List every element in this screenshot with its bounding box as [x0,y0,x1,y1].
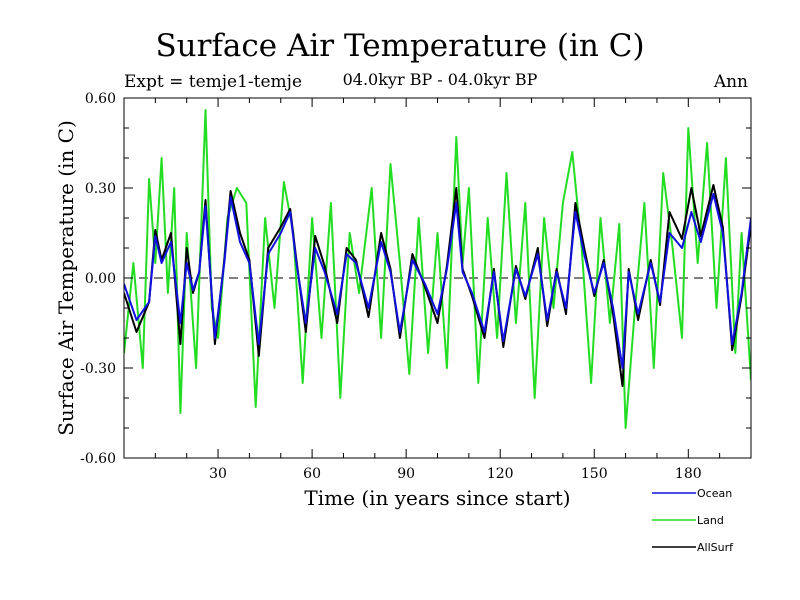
y-tick-label: -0.30 [80,361,116,377]
experiment-label: Expt = temje1-temje [124,72,303,92]
series-line-land [124,109,751,429]
y-tick-label: 0.60 [85,91,116,107]
legend-label-allsurf: AllSurf [697,541,734,554]
legend-label-land: Land [697,514,724,527]
x-tick-label: 150 [581,466,608,482]
period-label: 04.0kyr BP - 04.0kyr BP [342,70,538,89]
series-line-ocean [124,193,751,369]
y-tick-label: 0.00 [85,271,116,287]
y-tick-label: -0.60 [80,451,116,467]
x-tick-label: 180 [675,466,702,482]
x-tick-label: 30 [209,466,227,482]
chart-title: Surface Air Temperature (in C) [155,28,645,64]
y-tick-label: 0.30 [85,181,116,197]
x-tick-label: 90 [397,466,415,482]
legend-label-ocean: Ocean [697,487,732,500]
x-tick-label: 60 [303,466,321,482]
season-label: Ann [713,72,748,92]
x-tick-label: 120 [487,466,514,482]
x-axis-label: Time (in years since start) [304,486,571,510]
